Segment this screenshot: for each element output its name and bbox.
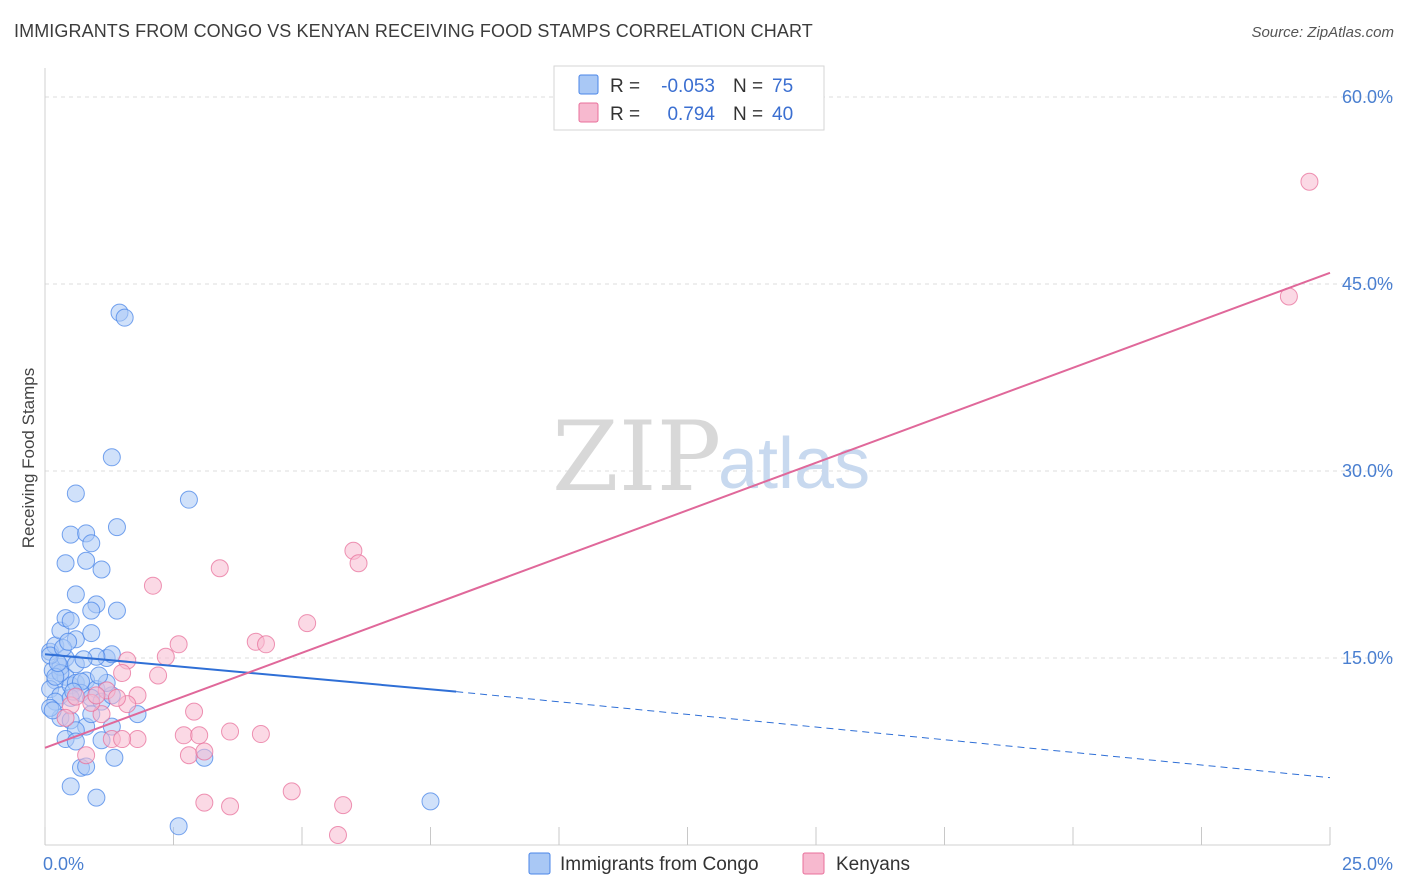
legend-r-label-kenyans: R = — [610, 104, 640, 125]
congo-point — [89, 666, 108, 685]
kenyans-point — [107, 688, 126, 707]
kenyans-point — [66, 687, 85, 706]
y-axis-label: Receiving Food Stamps — [19, 368, 38, 548]
chart-title: IMMIGRANTS FROM CONGO VS KENYAN RECEIVIN… — [14, 21, 813, 41]
kenyans-point — [143, 576, 162, 595]
watermark: ZIP atlas — [552, 401, 870, 513]
kenyans-point — [92, 705, 111, 724]
y-tick-label: 15.0% — [1342, 648, 1393, 668]
series-legend-swatch-kenyans — [802, 852, 825, 875]
congo-point — [107, 601, 126, 620]
kenyans-point — [190, 726, 209, 745]
kenyans-point — [185, 702, 204, 721]
congo-point — [107, 518, 126, 537]
kenyans-point — [282, 782, 301, 801]
kenyans-point — [328, 826, 347, 845]
kenyans-point — [128, 730, 147, 749]
legend-r-label-congo: R = — [610, 76, 640, 97]
kenyans-point — [221, 722, 240, 741]
congo-point — [105, 748, 124, 767]
series-legend-label-kenyans: Kenyans — [836, 854, 910, 875]
kenyans-point — [195, 793, 214, 812]
series-legend-swatch-congo — [528, 852, 551, 875]
data-points — [41, 172, 1319, 845]
kenyans-point — [179, 746, 198, 765]
congo-point — [92, 560, 111, 579]
congo-point — [82, 624, 101, 643]
kenyans-point — [210, 559, 229, 578]
series-legend-label-congo: Immigrants from Congo — [560, 854, 759, 875]
kenyans-point — [251, 725, 270, 744]
congo-trend-line — [44, 653, 457, 693]
legend-r-value-congo: -0.053 — [661, 76, 715, 97]
legend-swatch-kenyans — [578, 102, 599, 123]
kenyans-point — [349, 554, 368, 573]
legend-n-label-kenyans: N = — [733, 104, 763, 125]
congo-point — [66, 484, 85, 503]
y-tick-label: 30.0% — [1342, 461, 1393, 481]
congo-point — [179, 490, 198, 509]
y-tick-labels: 15.0% 30.0% 45.0% 60.0% — [1342, 87, 1393, 668]
watermark-zip: ZIP — [552, 401, 721, 513]
x-tick-labels: 0.0% 25.0% — [43, 854, 1393, 874]
congo-point — [82, 601, 101, 620]
congo-point — [61, 777, 80, 796]
y-tick-label: 60.0% — [1342, 87, 1393, 107]
legend-n-value-congo: 75 — [772, 76, 793, 97]
congo-point — [102, 448, 121, 467]
kenyans-point — [1300, 172, 1319, 191]
congo-point — [77, 551, 96, 570]
legend-box — [553, 65, 825, 131]
watermark-atlas: atlas — [718, 424, 870, 504]
congo-point — [115, 308, 134, 327]
congo-point — [61, 611, 80, 630]
source-credit: Source: ZipAtlas.com — [1251, 24, 1394, 41]
kenyans-point — [169, 635, 188, 654]
kenyans-point — [77, 746, 96, 765]
legend-n-value-kenyans: 40 — [772, 104, 793, 125]
x-tick-label-min: 0.0% — [43, 854, 84, 874]
kenyans-point — [334, 796, 353, 815]
congo-point — [59, 632, 78, 651]
congo-point — [87, 788, 106, 807]
legend-swatch-congo — [578, 74, 599, 95]
kenyans-point — [56, 708, 75, 727]
congo-point — [66, 585, 85, 604]
series-legend: Immigrants from Congo Kenyans — [528, 852, 910, 875]
kenyans-point — [113, 663, 132, 682]
kenyans-point — [174, 726, 193, 745]
kenyans-point — [221, 797, 240, 816]
congo-point — [169, 817, 188, 836]
congo-point — [48, 653, 67, 672]
congo-point — [82, 534, 101, 553]
kenyans-point — [87, 686, 106, 705]
kenyans-trend-line — [44, 271, 1331, 749]
trend-lines — [44, 271, 1331, 779]
kenyans-point — [298, 614, 317, 633]
kenyans-point — [149, 666, 168, 685]
correlation-legend: R = -0.053 N = 75 R = 0.794 N = 40 — [553, 65, 825, 131]
congo-trend-extension — [456, 691, 1331, 779]
grid-lines — [45, 96, 1395, 659]
congo-point — [421, 792, 440, 811]
legend-r-value-kenyans: 0.794 — [667, 104, 715, 125]
congo-point — [56, 554, 75, 573]
y-tick-label: 45.0% — [1342, 274, 1393, 294]
kenyans-point — [257, 635, 276, 654]
kenyans-point — [195, 742, 214, 761]
kenyans-point — [156, 647, 175, 666]
legend-n-label-congo: N = — [733, 76, 763, 97]
congo-point — [61, 525, 80, 544]
kenyans-point — [113, 730, 132, 749]
axes — [44, 68, 1331, 846]
x-tick-label-max: 25.0% — [1342, 854, 1393, 874]
